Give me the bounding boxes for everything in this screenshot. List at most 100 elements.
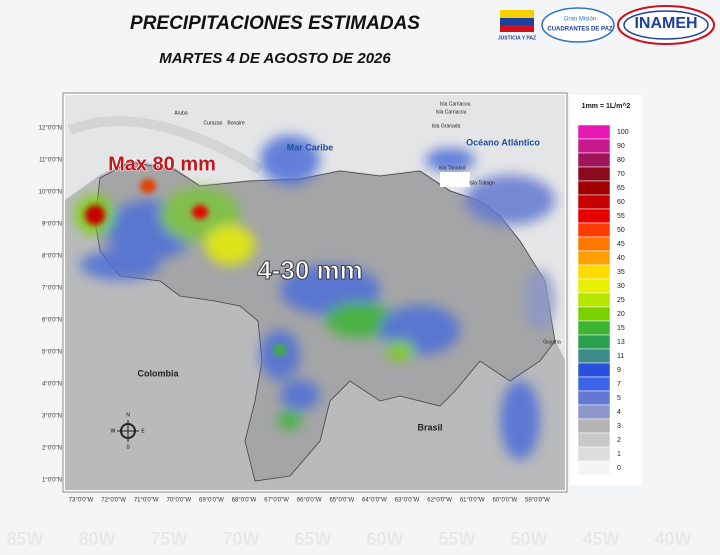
logo-text: JUSTICIA Y PAZ [498, 35, 536, 41]
legend-swatch [577, 348, 611, 364]
legend-label: 2 [617, 437, 621, 444]
legend-label: 3 [617, 423, 621, 430]
watermark-label: 45W [582, 529, 619, 549]
legend-label: 45 [617, 241, 625, 248]
lat-label: 4°0'0"N [42, 382, 62, 388]
legend-label: 80 [617, 157, 625, 164]
legend-swatch [577, 152, 611, 168]
legend-label: 30 [617, 283, 625, 290]
legend-swatch [577, 208, 611, 224]
legend-label: 50 [617, 227, 625, 234]
lat-label: 9°0'0"N [42, 222, 62, 228]
lat-label: 2°0'0"N [42, 446, 62, 452]
legend-label: 90 [617, 143, 625, 150]
legend-label: 11 [617, 353, 624, 360]
legend-swatch [577, 460, 611, 476]
compass-letter: W [111, 428, 116, 434]
lon-label: 72°0'0"W [101, 498, 126, 504]
legend-swatch [577, 334, 611, 350]
place-label: Océano Atlántico [466, 137, 540, 147]
lon-label: 63°0'0"W [395, 498, 420, 504]
graticule-labels: 12°0'0"N 11°0'0"N 10°0'0"N 9°0'0"N 8°0'0"N 7°… [39, 126, 550, 504]
place-label: Isla Carriacou [440, 101, 471, 107]
legend-swatch [577, 222, 611, 238]
legend-swatch [577, 264, 611, 280]
legend-label: 4 [617, 409, 621, 416]
legend-swatch [577, 138, 611, 154]
lon-label: 59°0'0"W [525, 498, 550, 504]
watermark-label: 55W [438, 529, 475, 549]
lon-label: 70°0'0"W [166, 498, 191, 504]
legend-label: 9 [617, 367, 621, 374]
logo-text: Gran Misión [564, 17, 596, 23]
lat-label: 5°0'0"N [42, 350, 62, 356]
watermark-label: 80W [78, 529, 115, 549]
compass-letter: S [126, 444, 130, 450]
lon-label: 62°0'0"W [427, 498, 452, 504]
legend-label: 60 [617, 199, 625, 206]
legend-swatch [577, 306, 611, 322]
legend-swatch [577, 124, 611, 140]
watermark-label: 50W [510, 529, 547, 549]
legend-label: 0 [617, 465, 621, 472]
lon-label: 65°0'0"W [329, 498, 354, 504]
legend-label: 65 [617, 185, 625, 192]
watermark-label: 40W [654, 529, 691, 549]
legend-swatch [577, 432, 611, 448]
legend-unit: 1mm = 1L/m^2 [582, 102, 631, 110]
legend-label: 5 [617, 395, 621, 402]
lat-label: 7°0'0"N [42, 286, 62, 292]
watermark-label: 85W [6, 529, 43, 549]
legend-label: 40 [617, 255, 625, 262]
legend-swatch [577, 180, 611, 196]
watermark-label: 65W [294, 529, 331, 549]
lat-label: 10°0'0"N [39, 190, 62, 196]
title: PRECIPITACIONES ESTIMADAS [130, 13, 420, 34]
lat-label: 3°0'0"N [42, 414, 62, 420]
legend-swatch [577, 166, 611, 182]
legend-swatch [577, 278, 611, 294]
place-label: Guyana [543, 339, 561, 345]
max-annotation: Max 80 mm [108, 153, 216, 175]
legend-swatch [577, 390, 611, 406]
logo-text: CUADRANTES DE PAZ [547, 27, 613, 33]
legend-label: 20 [617, 311, 625, 318]
place-label: Isla Carriacou [436, 109, 467, 115]
lon-label: 68°0'0"W [232, 498, 257, 504]
lon-label: 61°0'0"W [460, 498, 485, 504]
logos: JUSTICIA Y PAZ Gran Misión CUADRANTES DE… [498, 5, 715, 45]
legend-swatch [577, 376, 611, 392]
compass [117, 420, 139, 442]
legend-label: 15 [617, 325, 625, 332]
place-label: Colombia [137, 368, 179, 378]
lon-label: 64°0'0"W [362, 498, 387, 504]
watermark-label: 70W [222, 529, 259, 549]
legend-swatch [577, 362, 611, 378]
legend-swatch [577, 446, 611, 462]
place-label: Curazao [204, 120, 223, 126]
logo-text: INAMEH [634, 15, 697, 32]
lon-label: 60°0'0"W [492, 498, 517, 504]
place-label: Bonaire [227, 120, 244, 126]
legend-label: 1 [617, 451, 621, 458]
lon-label: 73°0'0"W [69, 498, 94, 504]
map-labels: Mar Caribe Océano Atlántico Colombia Brasil… [137, 101, 560, 432]
legend-swatch [577, 292, 611, 308]
lon-label: 69°0'0"W [199, 498, 224, 504]
legend-label: 25 [617, 297, 625, 304]
legend-swatch [577, 250, 611, 266]
legend: 1009080706560555045403530252015131197543… [577, 124, 629, 476]
watermark-label: 60W [366, 529, 403, 549]
subtitle: MARTES 4 DE AGOSTO DE 2026 [159, 50, 391, 67]
legend-label: 70 [617, 171, 625, 178]
watermark-label: 75W [150, 529, 187, 549]
compass-letter: N [126, 412, 130, 418]
place-label: Isla Granada [432, 123, 461, 129]
legend-label: 55 [617, 213, 625, 220]
legend-swatch [577, 320, 611, 336]
lat-label: 1°0'0"N [42, 478, 62, 484]
place-label: Isla Tobago [469, 180, 495, 186]
legend-label: 100 [617, 129, 629, 136]
lat-label: 6°0'0"N [42, 318, 62, 324]
lat-label: 11°0'0"N [39, 158, 62, 164]
